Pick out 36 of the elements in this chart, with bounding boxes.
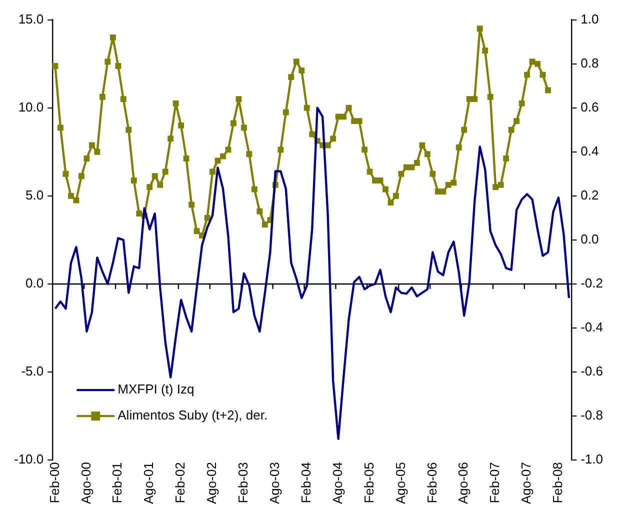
legend-label: Alimentos Suby (t+2), der. (118, 408, 268, 423)
x-tick-label: Ago-04 (330, 462, 345, 504)
y2-tick-label: -0.4 (580, 320, 604, 335)
x-tick-label: Feb-01 (110, 462, 125, 504)
y2-tick-label: 0.6 (580, 99, 599, 114)
y2-tick-label: 0.8 (580, 55, 599, 70)
x-tick-label: Feb-08 (550, 462, 566, 504)
x-tick-label: Ago-00 (78, 462, 94, 504)
y2-tick-label: -1.0 (580, 452, 604, 467)
y-tick-label: -5.0 (21, 364, 44, 379)
x-tick-label: Feb-02 (172, 462, 188, 504)
x-tick-label: Feb-05 (361, 462, 376, 504)
x-tick-label: Ago-02 (204, 462, 220, 504)
x-tick-label: Feb-06 (424, 462, 440, 504)
y-tick-label: 0.0 (26, 276, 44, 291)
y2-tick-label: -0.2 (580, 276, 604, 291)
legend-label: MXFPI (t) Izq (118, 382, 194, 397)
y-tick-label: 10.0 (18, 99, 44, 114)
x-tick-label: Feb-07 (487, 462, 502, 504)
x-tick-label: Ago-05 (392, 462, 408, 504)
x-tick-label: Ago-07 (518, 462, 534, 504)
y2-tick-label: -0.6 (580, 364, 604, 379)
x-tick-label: Ago-06 (456, 462, 471, 504)
y2-tick-label: 1.0 (580, 11, 599, 26)
y2-tick-label: 0.4 (580, 143, 599, 158)
x-tick-label: Ago-01 (141, 462, 156, 504)
x-tick-label: Feb-03 (236, 462, 251, 504)
y-tick-label: 15.0 (18, 11, 44, 26)
y2-tick-label: 0.2 (580, 187, 599, 202)
y2-tick-label: -0.8 (580, 408, 604, 423)
x-tick-label: Ago-03 (267, 462, 282, 504)
y-tick-label: -10.0 (14, 452, 44, 467)
x-tick-label: Feb-04 (298, 462, 314, 504)
y2-tick-label: 0.0 (580, 232, 599, 247)
y-tick-label: 5.0 (26, 187, 44, 202)
x-tick-label: Feb-00 (46, 462, 62, 504)
